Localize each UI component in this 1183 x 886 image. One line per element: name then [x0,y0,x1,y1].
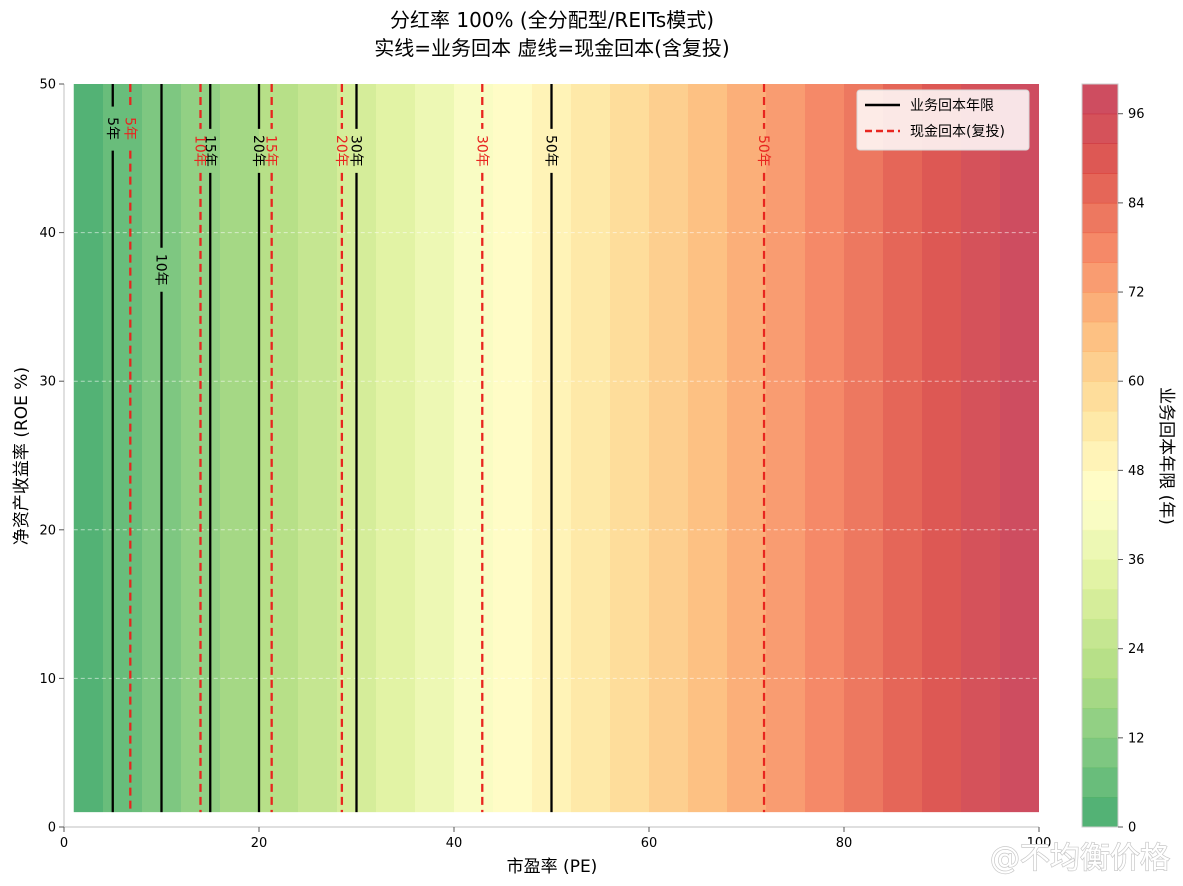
colorbar-band [1082,351,1118,382]
colorbar-label: 业务回本年限 (年) [1156,387,1176,525]
colorbar-outline [1081,83,1119,828]
colorbar-tick-label: 12 [1128,731,1145,746]
colorbar-band [1082,529,1118,561]
heatmap-band [883,84,922,813]
heatmap-band [73,84,103,813]
heatmap-band [844,84,883,813]
colorbar-tick-label: 84 [1128,196,1145,211]
business-contour-label: 15年 [201,135,217,167]
heatmap-band [649,84,688,813]
colorbar-tick-label: 0 [1128,821,1136,836]
colorbar-band [1082,440,1118,471]
cash-contour-label: 20年 [333,135,349,167]
heatmap-band [610,84,649,813]
heatmap-band [415,84,454,813]
heatmap-band [571,84,610,813]
colorbar-band [1082,708,1118,739]
colorbar-band [1082,84,1118,115]
colorbar-tick-label: 36 [1128,553,1145,568]
heatmap-band [259,84,298,813]
colorbar-band [1082,767,1118,798]
watermark-text: @不均衡价格 [990,841,1170,876]
colorbar-band [1082,262,1118,293]
heatmap-band [298,84,337,813]
colorbar-band [1082,321,1118,352]
colorbar-ticks: 0 12 24 36 48 60 72 84 96 [1118,107,1145,836]
y-tick-label: 50 [39,78,56,93]
contour-lines [111,84,766,813]
colorbar-band [1082,470,1118,501]
colorbar-band [1082,589,1118,620]
heatmap-band [922,84,961,813]
x-tick-label: 80 [836,836,853,851]
y-tick-label: 40 [39,226,56,241]
colorbar-tick-label: 60 [1128,375,1145,390]
colorbar-band [1082,797,1118,828]
colorbar-tick-label: 96 [1128,107,1145,122]
heatmap-band [454,84,493,813]
business-contour-label: 30年 [348,135,364,167]
legend: 业务回本年限 现金回本(复投) [856,89,1030,151]
business-contour-label: 50年 [543,135,559,167]
x-tick-label: 100 [1027,836,1052,851]
x-tick-label: 0 [60,836,68,851]
legend-label-cash: 现金回本(复投) [910,123,1005,140]
cash-contour-label: 50年 [755,135,771,167]
colorbar-band [1082,232,1118,263]
y-tick-label: 10 [39,672,56,687]
colorbar-band [1082,381,1118,412]
colorbar-band [1082,737,1118,769]
y-ticks: 0 10 20 30 40 50 [39,78,64,836]
x-tick-label: 20 [251,836,268,851]
colorbar-band [1082,410,1118,442]
cash-contour-label: 10年 [192,135,208,167]
heatmap-band [688,84,727,813]
business-contour-label: 10年 [153,254,169,286]
y-tick-label: 20 [39,523,56,538]
x-tick-label: 60 [641,836,658,851]
colorbar-band [1082,292,1118,323]
chart-subtitle: 实线=业务回本 虚线=现金回本(含复投) [374,36,729,60]
colorbar-tick-label: 24 [1128,642,1145,657]
heatmap-band [766,84,805,813]
heatmap-band [220,84,259,813]
colorbar-band [1082,113,1118,144]
heatmap-band [961,84,1000,813]
legend-label-business: 业务回本年限 [910,98,994,114]
colorbar-band [1082,143,1118,174]
colorbar-band [1082,202,1118,234]
heatmap-band [727,84,766,813]
colorbar-band [1082,678,1118,709]
x-ticks: 0 20 40 60 80 100 [60,827,1052,851]
cash-contour-label: 5年 [121,117,137,140]
x-axis-label: 市盈率 (PE) [507,857,598,877]
business-contour-label: 5年 [104,117,120,140]
y-tick-label: 0 [48,821,56,836]
business-contour-label: 20年 [250,135,266,167]
heatmap-band [493,84,532,813]
colorbar-band [1082,173,1118,204]
cash-contour-label: 15年 [263,135,279,167]
colorbar-band [1082,648,1118,679]
heatmap [73,84,1039,813]
heatmap-band [805,84,844,813]
colorbar-band [1082,618,1118,650]
colorbar-band [1082,559,1118,590]
y-axis-label: 净资产收益率 (ROE %) [12,367,32,545]
x-tick-label: 40 [446,836,463,851]
heatmap-band [376,84,415,813]
chart-title: 分红率 100% (全分配型/REITs模式) [390,8,714,32]
cash-contour-label: 30年 [473,135,489,167]
colorbar-tick-label: 48 [1128,464,1145,479]
heatmap-band [1000,84,1039,813]
colorbar [1081,83,1119,828]
colorbar-tick-label: 72 [1128,286,1145,301]
heatmap-band [103,84,142,813]
y-tick-label: 30 [39,375,56,390]
colorbar-band [1082,500,1118,531]
